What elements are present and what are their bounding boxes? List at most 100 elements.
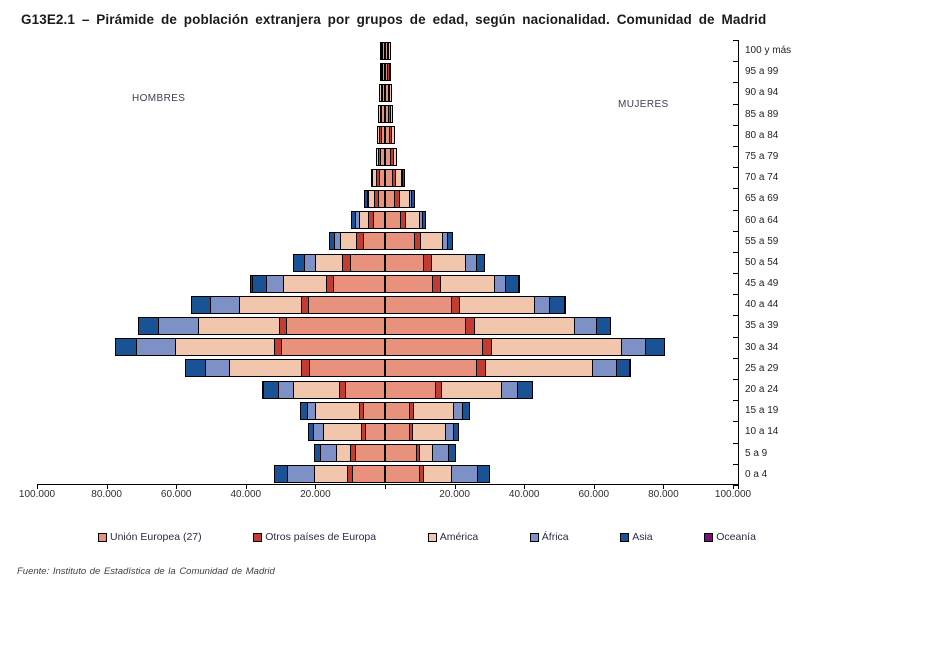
segment-male-unio-n-europea-27 <box>378 169 384 186</box>
segment-male-asia <box>330 233 335 250</box>
pyramid-bar-female-5-a-9 <box>385 444 457 463</box>
segment-female-ame-rica <box>391 127 394 144</box>
segment-male-unio-n-europea-27 <box>377 190 384 207</box>
segment-female-unio-n-europea-27 <box>386 190 395 207</box>
category-axis-tick <box>733 273 738 275</box>
x-axis-label: 60.000 <box>160 489 192 500</box>
segment-male-ame-rica <box>314 466 348 483</box>
pyramid-bar-male-50-a-54 <box>293 253 385 272</box>
segment-female-unio-n-europea-27 <box>386 106 389 123</box>
age-axis-label: 100 y más <box>745 45 792 56</box>
pyramid-bar-female-10-a-14 <box>385 423 460 442</box>
segment-male-ame-rica <box>292 381 340 398</box>
pyramid-bar-male-95-a-99 <box>379 62 385 81</box>
segment-male-asia <box>294 254 305 271</box>
chart-title: G13E2.1 – Pirámide de población extranje… <box>21 12 767 27</box>
category-axis-tick <box>733 421 738 423</box>
segment-female-asia <box>411 190 415 207</box>
segment-female-ame-rica <box>390 106 393 123</box>
segment-male-unio-n-europea-27 <box>365 424 384 441</box>
x-axis-tick <box>593 484 595 489</box>
segment-female-ame-rica <box>418 445 432 462</box>
pyramid-bar-male-60-a-64 <box>351 211 385 230</box>
segment-female-a-frica <box>432 445 449 462</box>
segment-male-otros-pai-ses-de-europa <box>301 360 309 377</box>
segment-female-unio-n-europea-27 <box>386 424 409 441</box>
segment-female-a-frica <box>620 339 646 356</box>
segment-male-unio-n-europea-27 <box>354 445 384 462</box>
pyramid-bar-female-65-a-69 <box>385 189 416 208</box>
segment-male-ame-rica <box>376 148 379 165</box>
x-axis-line <box>37 484 739 485</box>
segment-female-otros-pai-ses-de-europa <box>415 445 419 462</box>
segment-male-otros-pai-ses-de-europa <box>381 42 383 59</box>
x-axis-label: 100.000 <box>18 489 56 500</box>
segment-male-a-frica <box>210 296 239 313</box>
segment-male-otros-pai-ses-de-europa <box>342 254 350 271</box>
segment-male-ame-rica <box>335 445 351 462</box>
segment-male-unio-n-europea-27 <box>382 63 384 80</box>
segment-male-otros-pai-ses-de-europa <box>347 466 353 483</box>
segment-male-otros-pai-ses-de-europa <box>367 212 373 229</box>
segment-male-unio-n-europea-27 <box>363 402 384 419</box>
category-axis-tick <box>733 230 738 232</box>
segment-female-asia <box>516 381 532 398</box>
legend-label: Asia <box>632 531 653 543</box>
segment-male-ame-rica <box>315 254 343 271</box>
legend-item-unio-n-europea-27: Unión Europea (27) <box>98 531 202 543</box>
segment-female-asia <box>615 360 630 377</box>
pyramid-bar-male-90-a-94 <box>379 83 385 102</box>
category-axis-tick <box>733 315 738 317</box>
segment-female-a-frica <box>452 402 462 419</box>
segment-female-asia <box>447 233 453 250</box>
segment-male-asia <box>185 360 206 377</box>
pyramid-bar-male-20-a-24 <box>262 380 385 399</box>
segment-male-ame-rica <box>198 318 279 335</box>
x-axis-tick <box>454 484 456 489</box>
segment-female-unio-n-europea-27 <box>386 127 390 144</box>
pyramid-bar-male-45-a-49 <box>250 274 385 293</box>
segment-male-ame-rica <box>340 233 357 250</box>
segment-male-asia <box>192 296 211 313</box>
segment-male-otros-pai-ses-de-europa <box>379 127 381 144</box>
segment-female-otros-pai-ses-de-europa <box>389 127 392 144</box>
segment-male-ame-rica <box>229 360 302 377</box>
x-axis-tick <box>37 484 38 489</box>
label-hombres: HOMBRES <box>132 93 186 104</box>
segment-female-unio-n-europea-27 <box>386 42 387 59</box>
segment-female-a-frica <box>591 360 616 377</box>
segment-female-a-frica <box>418 212 423 229</box>
segment-male-a-frica <box>205 360 230 377</box>
category-axis-tick <box>733 336 738 338</box>
pyramid-bar-male-65-a-69 <box>364 189 385 208</box>
category-axis-tick <box>733 400 738 402</box>
segment-male-a-frica <box>135 339 175 356</box>
age-axis-label: 95 a 99 <box>745 66 779 78</box>
age-axis-label: 85 a 89 <box>745 108 779 120</box>
segment-female-ame-rica <box>491 339 621 356</box>
segment-male-otros-pai-ses-de-europa <box>273 339 282 356</box>
segment-male-ame-rica <box>315 402 359 419</box>
segment-female-otros-pai-ses-de-europa <box>419 466 423 483</box>
category-axis-tick <box>733 188 738 190</box>
legend-item-oceani-a: Oceanía <box>704 531 756 543</box>
segment-female-otros-pai-ses-de-europa <box>387 63 389 80</box>
segment-female-ame-rica <box>394 169 401 186</box>
segment-male-ame-rica <box>323 424 361 441</box>
segment-male-asia <box>352 212 355 229</box>
source-note: Fuente: Instituto de Estadística de la C… <box>17 566 275 577</box>
segment-male-otros-pai-ses-de-europa <box>358 402 363 419</box>
pyramid-bar-male-75-a-79 <box>375 147 385 166</box>
segment-male-unio-n-europea-27 <box>349 254 384 271</box>
segment-female-ame-rica <box>389 84 391 101</box>
segment-male-unio-n-europea-27 <box>352 466 384 483</box>
age-axis-label: 55 a 59 <box>745 235 779 247</box>
segment-female-unio-n-europea-27 <box>386 360 476 377</box>
segment-female-unio-n-europea-27 <box>386 402 410 419</box>
segment-female-asia <box>475 254 485 271</box>
segment-female-ame-rica <box>431 254 465 271</box>
segment-female-unio-n-europea-27 <box>386 233 414 250</box>
pyramid-bar-male-25-a-29 <box>184 359 385 378</box>
legend-label: América <box>439 531 479 543</box>
segment-male-a-frica <box>286 466 315 483</box>
